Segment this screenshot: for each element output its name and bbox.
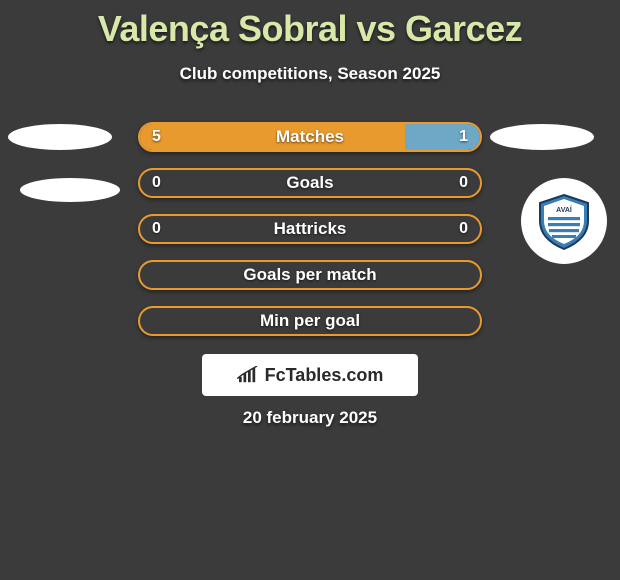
stat-row: 00Goals	[138, 168, 482, 198]
stat-row: 00Hattricks	[138, 214, 482, 244]
stat-label: Matches	[140, 124, 480, 150]
watermark-text: FcTables.com	[265, 365, 384, 386]
stat-label: Goals per match	[140, 262, 480, 288]
stat-row: 51Matches	[138, 122, 482, 152]
comparison-bars: 51Matches 00Goals 00Hattricks Goals per mat…	[138, 122, 482, 352]
footer-date: 20 february 2025	[0, 408, 620, 428]
stat-label: Min per goal	[140, 308, 480, 334]
stat-row: Min per goal	[138, 306, 482, 336]
player-left-logo-2	[20, 178, 120, 202]
stat-label: Hattricks	[140, 216, 480, 242]
chart-icon	[237, 366, 259, 384]
page-subtitle: Club competitions, Season 2025	[0, 64, 620, 84]
club-badge-right: AVAÍ	[521, 178, 607, 264]
watermark: FcTables.com	[202, 354, 418, 396]
page-title: Valença Sobral vs Garcez	[0, 0, 620, 50]
shield-icon: AVAÍ	[534, 191, 594, 251]
player-right-logo-1	[490, 124, 594, 150]
stat-row: Goals per match	[138, 260, 482, 290]
player-left-logo-1	[8, 124, 112, 150]
stat-label: Goals	[140, 170, 480, 196]
badge-label: AVAÍ	[556, 205, 573, 214]
